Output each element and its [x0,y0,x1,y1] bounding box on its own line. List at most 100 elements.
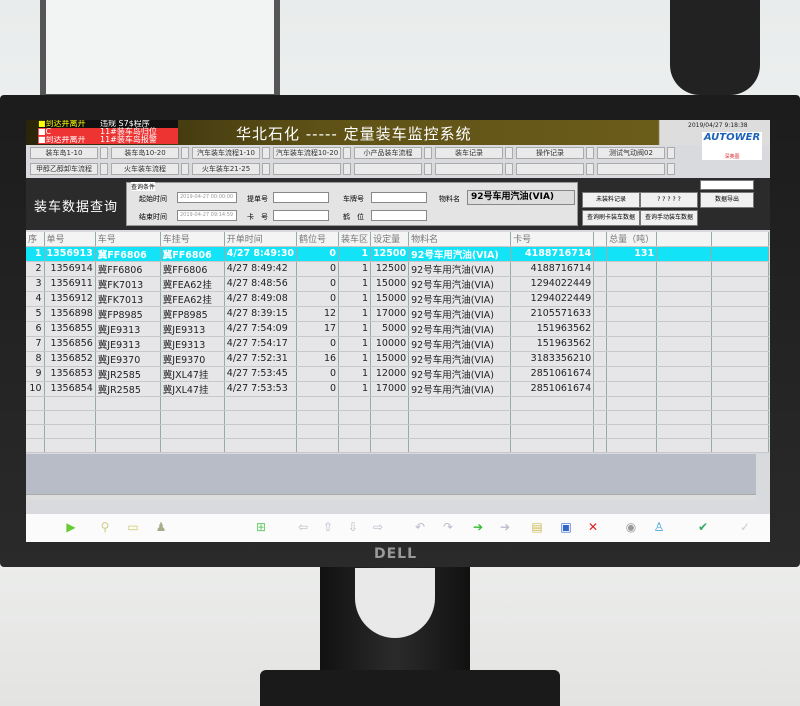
table-cell [338,438,372,453]
table-cell [44,396,96,411]
table-row[interactable]: 6 1356855 冀JE9313 冀JE9313 4/27 7:54:09 17 1 500… [26,321,770,337]
horizontal-scrollbar[interactable] [26,494,756,500]
column-header[interactable]: 车号 [95,232,161,247]
import-icon[interactable]: ➔ [472,520,484,534]
open-file-icon[interactable]: ▤ [531,520,543,534]
crane-input[interactable] [371,210,427,221]
table-cell [593,291,608,307]
table-row[interactable]: 2 1356914 冀FF6806 冀FF6806 4/27 8:49:42 0 1 1250… [26,261,770,277]
query-manual-loading-button[interactable]: 查询手动装车数据 [640,210,698,226]
empty-row [26,424,770,439]
nav-button[interactable]: 汽车装车流程10-20 [273,147,341,159]
nav-button[interactable]: 测试气动阀02 [597,147,665,159]
column-header[interactable] [656,232,713,247]
column-header[interactable] [711,232,770,247]
table-cell [296,396,340,411]
table-cell [593,246,608,262]
unloaded-records-button[interactable]: 未装料记录 [582,192,640,208]
print-preview-icon[interactable]: ◉ [625,520,637,534]
unknown-button[interactable]: ? ? ? ? ? [640,192,698,208]
table-row[interactable]: 8 1356852 冀JE9370 冀JE9370 4/27 7:52:31 16 1 150… [26,351,770,367]
export-field[interactable] [700,180,754,190]
column-header[interactable]: 物料名 [408,232,512,247]
table-cell: 10 [26,381,45,397]
table-cell [656,438,713,453]
table-row[interactable]: 5 1356898 冀FP8985 冀FP8985 4/27 8:39:15 12 1 170… [26,306,770,322]
column-header[interactable]: 卡号 [510,232,595,247]
plate-input[interactable] [371,192,427,203]
table-row[interactable]: 7 1356856 冀JE9313 冀JE9313 4/27 7:54:17 0 1 1000… [26,336,770,352]
nav-button[interactable]: 装车岛1-10 [30,147,98,159]
table-cell [711,410,770,425]
nav-button[interactable]: 操作记录 [516,147,584,159]
add-record-icon[interactable]: ⊞ [255,520,267,534]
column-header[interactable]: 单号 [44,232,96,247]
table-cell [338,424,372,439]
table-cell [656,351,713,367]
table-row[interactable]: 3 1356911 冀FK7013 冀FEA62挂 4/27 8:48:56 0 1 1500… [26,276,770,292]
confirm-icon[interactable]: ✓ [739,520,751,534]
nav-button[interactable] [273,163,341,175]
user-icon[interactable]: ♟ [155,520,167,534]
table-row[interactable]: 1 1356913 冀FF6806 冀FF6806 4/27 8:49:30 0 1 1250… [26,246,770,262]
export-button[interactable]: 数据导出 [700,192,754,208]
delete-file-icon[interactable]: ✕ [587,520,599,534]
table-cell [593,410,608,425]
end-time-input[interactable]: 2019-04-27 09:14:59 [177,210,237,221]
nav-button[interactable]: 甲醇乙醇卸车流程 [30,163,98,175]
nav-button[interactable] [597,163,665,175]
start-time-input[interactable]: 2019-04-27 00:00:00 [177,192,237,203]
nav-button[interactable]: 火车装车21-25 [192,163,260,175]
table-cell: 冀JXL47挂 [160,366,225,382]
column-header[interactable]: 设定量 [370,232,410,247]
nav-right-icon[interactable]: ⇨ [372,520,384,534]
column-header[interactable] [593,232,608,247]
nav-button[interactable] [516,163,584,175]
table-cell: 0 [296,381,340,397]
table-cell: 冀FF6806 [160,246,225,262]
nav-button[interactable]: 装车岛10-20 [111,147,179,159]
material-input[interactable]: 92号车用汽油(VIA) [467,190,575,205]
table-cell: 4 [26,291,45,307]
column-header[interactable]: 总量（吨） [606,232,658,247]
table-row[interactable]: 4 1356912 冀FK7013 冀FEA62挂 4/27 8:49:08 0 1 1500… [26,291,770,307]
nav-button[interactable] [435,163,503,175]
table-cell: 16 [296,351,340,367]
save-file-icon[interactable]: ▣ [560,520,572,534]
filter-icon[interactable]: ⚲ [100,520,110,534]
column-header[interactable]: 车挂号 [160,232,225,247]
nav-button[interactable]: 小产品装车流程 [354,147,422,159]
column-header[interactable]: 开单时间 [224,232,298,247]
nav-up-icon[interactable]: ⇧ [322,520,334,534]
play-icon[interactable]: ▶ [66,520,76,534]
nav-left-icon[interactable]: ⇦ [297,520,309,534]
column-header[interactable]: 鹤位号 [296,232,340,247]
card-input[interactable] [273,210,329,221]
column-header[interactable]: 装车区 [338,232,372,247]
nav-button[interactable]: 装车记录 [435,147,503,159]
table-row[interactable]: 9 1356853 冀JR2585 冀JXL47挂 4/27 7:53:45 0 1 1200… [26,366,770,382]
redo-icon[interactable]: ↷ [442,520,454,534]
table-cell [593,366,608,382]
folder-icon[interactable]: ▭ [127,520,139,534]
nav-button[interactable]: 汽车装车流程1-10 [192,147,260,159]
table-cell [296,410,340,425]
empty-row [26,410,770,425]
bill-input[interactable] [273,192,329,203]
logo-text: AUTOWER [703,132,761,143]
undo-icon[interactable]: ↶ [414,520,426,534]
export-icon[interactable]: ➔ [499,520,511,534]
nav-down-icon[interactable]: ⇩ [347,520,359,534]
table-cell [606,336,658,352]
table-row[interactable]: 10 1356854 冀JR2585 冀JXL47挂 4/27 7:53:53 0 1 170… [26,381,770,397]
bottle-icon[interactable]: ♙ [653,520,665,534]
table-cell: 1 [338,246,372,262]
table-cell: 2851061674 [510,381,595,397]
table-cell: 冀JE9313 [95,336,161,352]
nav-button[interactable]: 火车装车流程 [111,163,179,175]
check-icon[interactable]: ✔ [697,520,709,534]
table-cell: 冀JE9370 [95,351,161,367]
query-card-loading-button[interactable]: 查询刷卡装车数据 [582,210,640,226]
nav-button[interactable] [354,163,422,175]
column-header[interactable]: 序 [26,232,45,247]
